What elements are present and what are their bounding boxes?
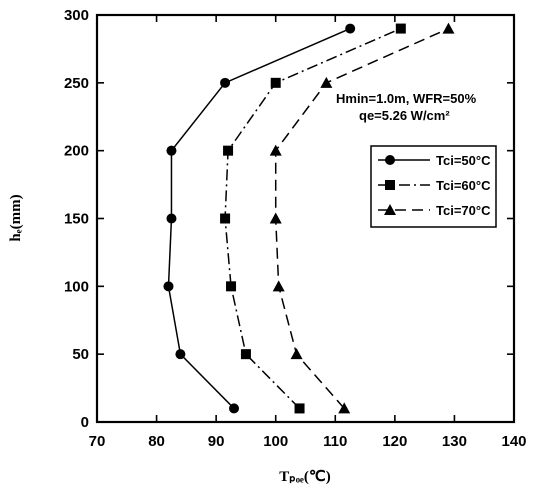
x-tick-label-100: 100 [263,433,288,450]
data-point-50-1 [175,349,186,360]
x-tick-label-90: 90 [208,433,225,450]
data-point-50-4 [166,145,177,156]
data-point-50-0 [229,403,240,414]
y-tick-label-100: 100 [64,278,89,295]
data-point-60-4 [223,145,234,156]
y-tick-label-0: 0 [81,414,89,431]
y-tick-label-150: 150 [64,211,89,228]
x-tick-label-80: 80 [148,433,165,450]
data-point-50-5 [220,77,231,88]
data-point-60-3 [220,213,231,224]
legend-label-70: Tci=70°C [436,203,491,218]
tick-labels: 70 80 90 100 110 120 130 140 0 50 100 150 200 250 300 [64,7,527,450]
legend-label-60: Tci=60°C [436,178,491,193]
data-point-70-1 [290,348,303,360]
series-markers [163,22,455,414]
data-point-50-3 [166,213,177,224]
legend-marker-50 [385,155,395,165]
data-point-60-6 [395,23,406,34]
data-point-60-1 [240,349,251,360]
data-point-60-2 [226,281,237,292]
data-point-70-0 [338,402,351,414]
legend: Tci=50°C Tci=60°C Tci=70°C [370,145,497,228]
x-tick-label-110: 110 [323,433,347,450]
data-point-70-2 [272,280,285,292]
x-axis-label: Tₚₒₑ(℃) [279,469,330,485]
data-point-70-3 [269,212,282,224]
x-tick-label-140: 140 [501,433,526,450]
y-tick-label-200: 200 [64,143,89,160]
legend-swatches [378,155,430,215]
y-axis-label: hₑ(mm) [8,194,24,241]
data-point-60-5 [270,77,281,88]
x-tick-label-130: 130 [442,433,467,450]
x-tick-label-120: 120 [382,433,407,450]
y-tick-label-300: 300 [64,7,89,24]
legend-label-50: Tci=50°C [436,153,491,168]
data-point-70-6 [442,22,455,34]
y-tick-label-250: 250 [64,75,89,92]
data-point-50-6 [345,23,356,34]
legend-marker-60 [385,180,395,190]
legend-marker-70 [384,204,396,215]
y-tick-label-50: 50 [72,346,89,363]
data-point-70-5 [320,76,333,88]
x-tick-label-70: 70 [89,433,106,450]
data-point-50-2 [163,281,174,292]
axis-ticks [96,14,515,423]
data-point-70-4 [269,144,282,156]
data-point-60-0 [294,403,305,414]
annotation-conditions: Hmin=1.0m, WFR=50% [336,91,477,106]
annotation-heat-flux: qe=5.26 W/cm² [359,108,450,123]
